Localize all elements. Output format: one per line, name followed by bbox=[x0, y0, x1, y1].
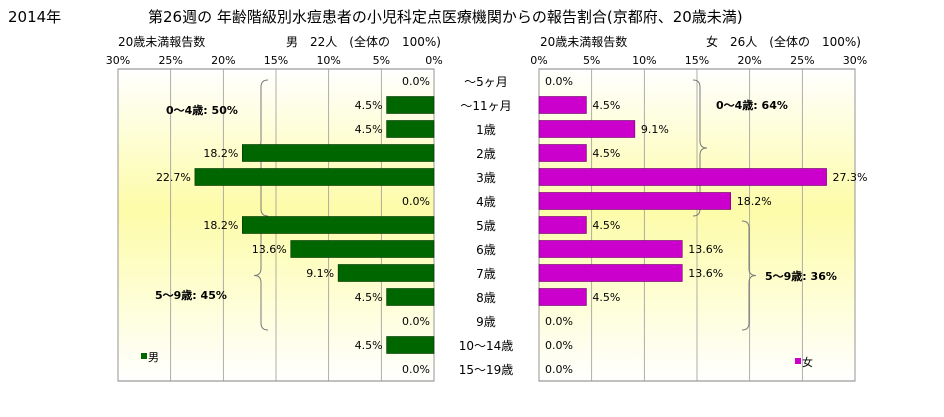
male-x-tick-label: 5% bbox=[373, 54, 390, 67]
category-label: 1歳 bbox=[476, 123, 496, 137]
chart-title: 第26週の 年齢階級別水痘患者の小児科定点医療機関からの報告割合(京都府、20歳… bbox=[148, 8, 743, 26]
category-label: 6歳 bbox=[476, 243, 496, 257]
male-bar bbox=[241, 216, 435, 234]
category-label: 15～19歳 bbox=[459, 363, 514, 377]
female-brace-5-9 bbox=[741, 220, 757, 331]
category-label: 10～14歳 bbox=[459, 339, 514, 353]
male-subtitle-total: 男 22人 (全体の 100%) bbox=[286, 35, 441, 49]
male-value-label: 18.2% bbox=[203, 147, 238, 160]
female-value-label: 9.1% bbox=[641, 123, 669, 136]
year-label: 2014年 bbox=[8, 8, 62, 26]
female-value-label: 0.0% bbox=[545, 339, 573, 352]
female-subtitle-count: 20歳未満報告数 bbox=[540, 35, 628, 49]
female-value-label: 27.3% bbox=[833, 171, 868, 184]
male-value-label: 4.5% bbox=[355, 99, 383, 112]
female-bar bbox=[538, 240, 683, 258]
category-label: ～5ヶ月 bbox=[464, 75, 508, 89]
male-value-label: 4.5% bbox=[355, 123, 383, 136]
male-bar bbox=[241, 144, 435, 162]
male-value-label: 9.1% bbox=[306, 267, 334, 280]
female-value-label: 18.2% bbox=[737, 195, 772, 208]
female-x-tick-label: 20% bbox=[737, 54, 761, 67]
female-bar bbox=[538, 192, 732, 210]
category-label: ～11ヶ月 bbox=[460, 99, 511, 113]
female-legend-swatch bbox=[795, 358, 801, 364]
category-label: 9歳 bbox=[476, 315, 496, 329]
female-subtitle-total: 女 26人 (全体の 100%) bbox=[706, 35, 861, 49]
male-x-tick-label: 20% bbox=[211, 54, 235, 67]
female-x-tick-label: 10% bbox=[632, 54, 656, 67]
male-bar bbox=[386, 288, 435, 306]
female-bar bbox=[538, 288, 587, 306]
male-value-label: 4.5% bbox=[355, 339, 383, 352]
male-x-tick-label: 25% bbox=[158, 54, 182, 67]
male-value-label: 13.6% bbox=[252, 243, 287, 256]
male-x-tick-label: 30% bbox=[106, 54, 130, 67]
female-value-label: 13.6% bbox=[688, 243, 723, 256]
female-bar bbox=[538, 96, 587, 114]
female-group-5-9-label: 5～9歳: 36% bbox=[765, 269, 837, 283]
female-value-label: 4.5% bbox=[592, 147, 620, 160]
female-value-label: 13.6% bbox=[688, 267, 723, 280]
male-x-tick-label: 0% bbox=[425, 54, 442, 67]
male-value-label: 0.0% bbox=[402, 75, 430, 88]
male-value-label: 0.0% bbox=[402, 315, 430, 328]
male-value-label: 18.2% bbox=[203, 219, 238, 232]
male-value-label: 0.0% bbox=[402, 195, 430, 208]
category-label: 2歳 bbox=[476, 147, 496, 161]
male-bar bbox=[386, 96, 435, 114]
male-legend-swatch bbox=[141, 353, 147, 359]
male-bar bbox=[337, 264, 435, 282]
female-value-label: 4.5% bbox=[592, 219, 620, 232]
female-x-tick-label: 15% bbox=[685, 54, 709, 67]
male-bar bbox=[290, 240, 435, 258]
female-x-tick-label: 30% bbox=[843, 54, 867, 67]
male-x-tick-label: 15% bbox=[264, 54, 288, 67]
category-label: 8歳 bbox=[476, 291, 496, 305]
male-legend-label: 男 bbox=[148, 351, 159, 364]
female-brace-0-4 bbox=[692, 79, 708, 217]
male-subtitle-count: 20歳未満報告数 bbox=[118, 35, 206, 49]
female-bar bbox=[538, 120, 636, 138]
female-bar bbox=[538, 216, 587, 234]
female-bar bbox=[538, 144, 587, 162]
male-group-5-9-label: 5～9歳: 45% bbox=[155, 288, 227, 302]
male-value-label: 0.0% bbox=[402, 363, 430, 376]
female-x-tick-label: 5% bbox=[583, 54, 600, 67]
female-value-label: 4.5% bbox=[592, 291, 620, 304]
male-value-label: 22.7% bbox=[156, 171, 191, 184]
female-bar bbox=[538, 168, 827, 186]
category-label: 5歳 bbox=[476, 219, 496, 233]
female-value-label: 4.5% bbox=[592, 99, 620, 112]
male-bar bbox=[194, 168, 435, 186]
category-label: 4歳 bbox=[476, 195, 496, 209]
female-x-tick-label: 0% bbox=[530, 54, 547, 67]
female-value-label: 0.0% bbox=[545, 363, 573, 376]
male-x-tick-label: 10% bbox=[316, 54, 340, 67]
female-group-0-4-label: 0～4歳: 64% bbox=[716, 98, 788, 112]
female-value-label: 0.0% bbox=[545, 315, 573, 328]
male-bar bbox=[386, 336, 435, 354]
female-bar bbox=[538, 264, 683, 282]
female-x-tick-label: 25% bbox=[790, 54, 814, 67]
male-value-label: 4.5% bbox=[355, 291, 383, 304]
male-bar bbox=[386, 120, 435, 138]
category-label: 7歳 bbox=[476, 267, 496, 281]
male-group-0-4-label: 0～4歳: 50% bbox=[166, 103, 238, 117]
female-legend-label: 女 bbox=[802, 355, 813, 369]
female-value-label: 0.0% bbox=[545, 75, 573, 88]
category-label: 3歳 bbox=[476, 171, 496, 185]
